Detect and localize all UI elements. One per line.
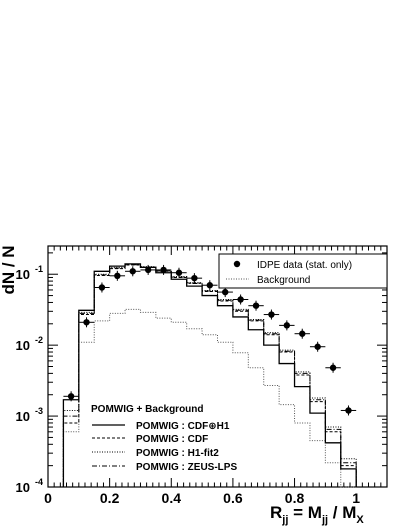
y-tick-exponent: -4 <box>35 477 43 487</box>
data-point <box>314 343 321 350</box>
y-tick-exponent: -3 <box>35 406 43 416</box>
series-group <box>62 263 357 488</box>
legend-label-cdf: POMWIG : CDF <box>136 434 208 445</box>
y-tick-exponent: -1 <box>35 264 43 274</box>
x-tick-label: 0.6 <box>223 490 243 506</box>
data-point <box>345 407 352 414</box>
series-line-dashdot <box>62 264 357 487</box>
data-point <box>175 269 183 276</box>
data-point <box>252 302 260 309</box>
data-point <box>299 330 306 337</box>
x-tick-label: 0 <box>44 490 52 506</box>
data-point <box>98 284 106 291</box>
data-point <box>160 266 167 274</box>
legend-label-h1-fit2: POMWIG : H1-fit2 <box>136 448 219 459</box>
data-point <box>144 266 152 274</box>
data-point <box>114 272 121 280</box>
series-line-dotted <box>62 263 357 487</box>
x-axis-label: Rjj = Mjj / MX <box>270 503 364 526</box>
x-axis-label-sub: jj <box>281 514 288 526</box>
data-point <box>83 319 90 326</box>
data-point <box>237 296 244 303</box>
y-tick-label: 10 <box>16 480 30 495</box>
legend-data-marker <box>233 260 241 268</box>
legend-bottom: POMWIG + Background POMWIG : CDF⊕H1 POMW… <box>91 404 237 473</box>
data-point <box>329 364 337 371</box>
data-point <box>206 282 213 289</box>
data-point <box>129 268 136 275</box>
y-axis-label: dN / N <box>0 245 18 294</box>
legend-label-cdf-h1: POMWIG : CDF⊕H1 <box>136 421 230 432</box>
legend-top-label-background: Background <box>257 275 310 286</box>
data-point <box>191 274 198 282</box>
axes: 0 0.2 0.4 0.6 0.8 1 10 -4 10 -3 10 -2 10 -1 <box>16 246 388 506</box>
x-tick-label: 0.8 <box>285 490 305 506</box>
y-tick-exponent: -2 <box>35 335 43 345</box>
x-axis-label-sub: jj <box>321 514 328 526</box>
y-tick-label: 10 <box>16 338 30 353</box>
data-point <box>268 311 275 318</box>
data-point <box>67 393 75 400</box>
legend-top-box <box>218 253 388 289</box>
legend-top-label-data: IDPE data (stat. only) <box>257 260 352 271</box>
legend-label-zeus-lps: POMWIG : ZEUS-LPS <box>136 462 237 473</box>
data-points-group <box>63 264 357 416</box>
x-tick-label: 0.4 <box>162 490 182 506</box>
x-axis-label-sub: X <box>356 514 364 526</box>
series-line-background <box>62 308 357 488</box>
x-axis-label-part: / M <box>328 503 356 522</box>
data-point <box>222 288 229 296</box>
data-point <box>283 322 291 329</box>
x-tick-label: 0.2 <box>100 490 120 506</box>
y-tick-label: 10 <box>16 267 30 282</box>
x-axis-label-part: = M <box>288 503 322 522</box>
x-axis-label-part: R <box>270 503 282 522</box>
legend-top: IDPE data (stat. only) Background <box>218 253 388 289</box>
legend-bottom-title: POMWIG + Background <box>91 404 204 415</box>
y-tick-label: 10 <box>16 409 30 424</box>
x-tick-label: 1 <box>352 490 360 506</box>
